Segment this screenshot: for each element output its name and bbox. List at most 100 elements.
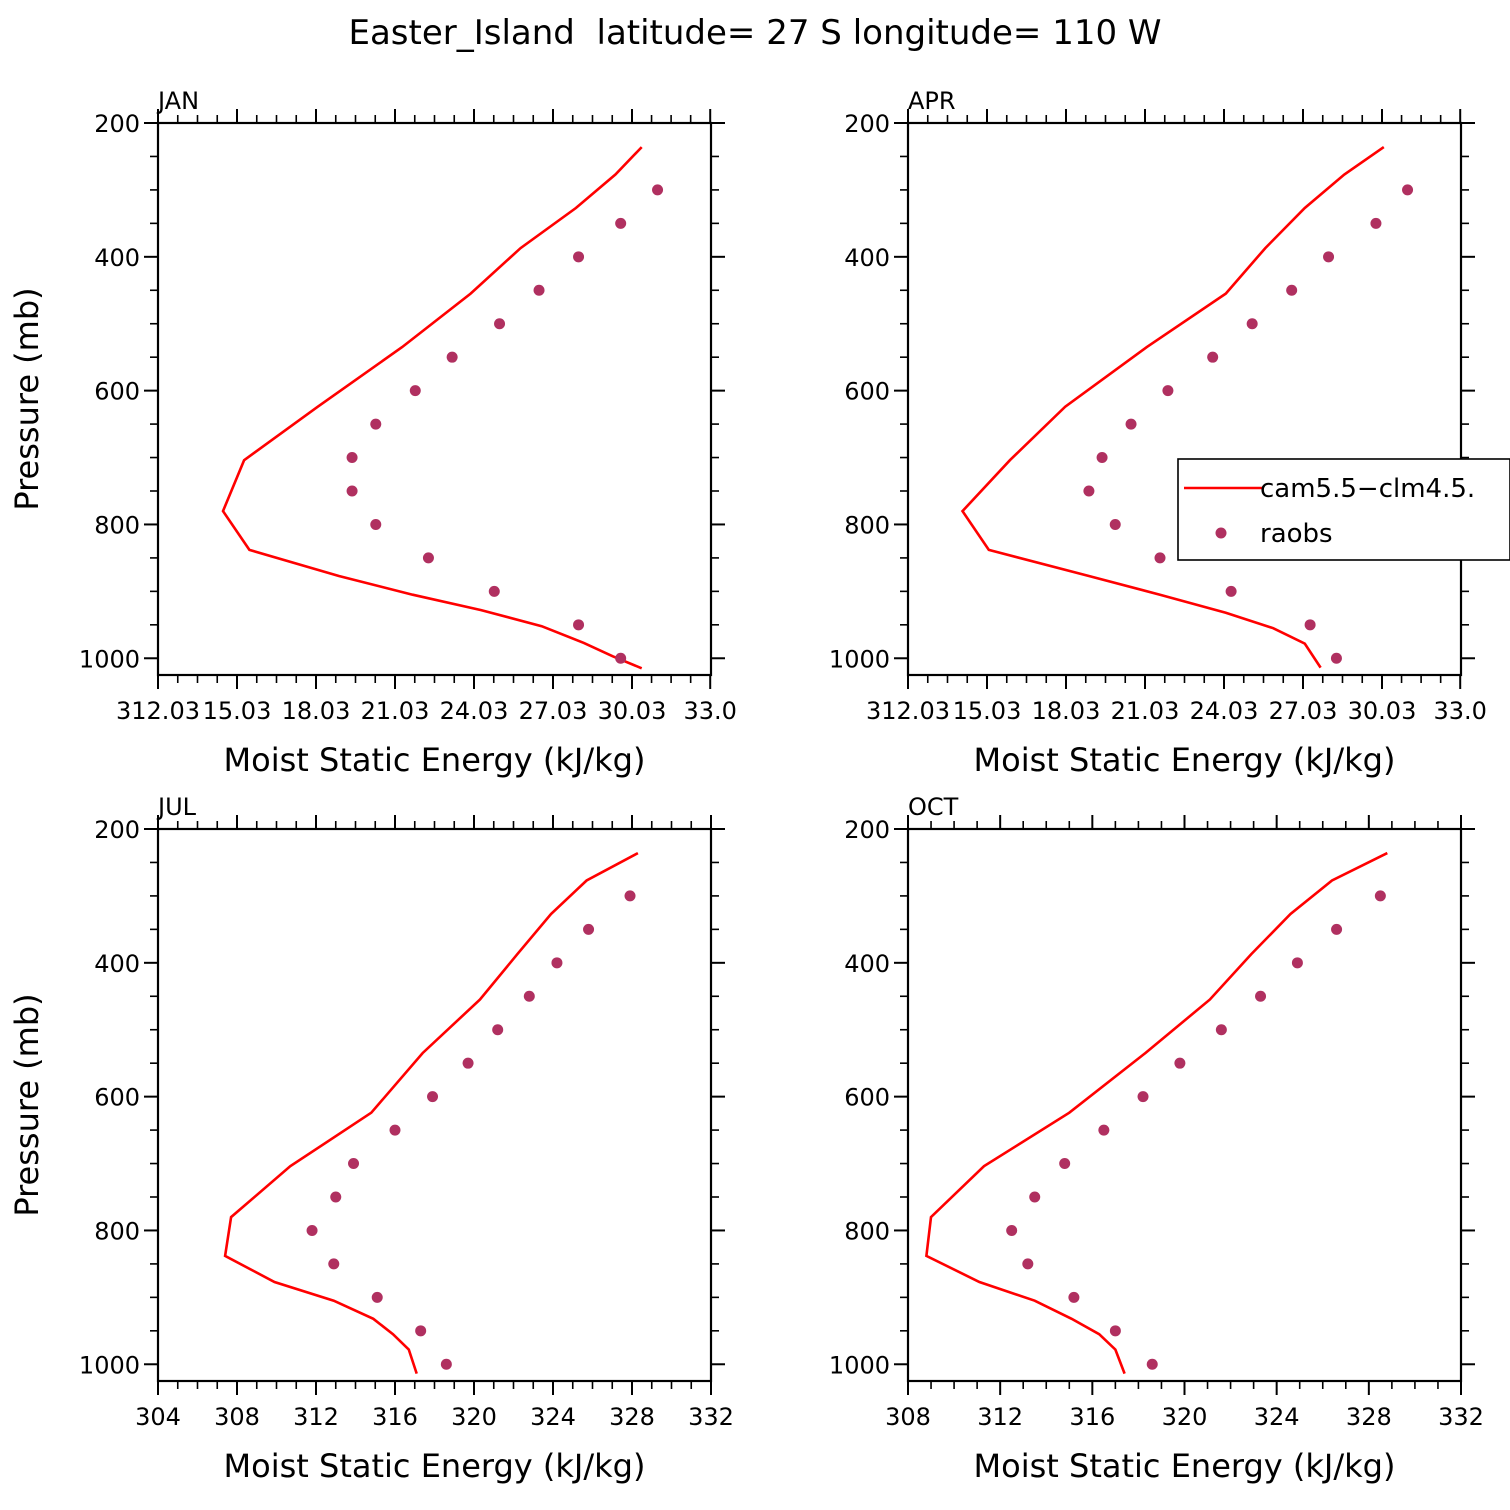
obs-point	[389, 1124, 401, 1136]
obs-point	[1068, 1291, 1080, 1303]
y-tick-label: 1000	[79, 1351, 140, 1379]
obs-point	[328, 1258, 340, 1270]
y-tick-label: 1000	[829, 1351, 890, 1379]
obs-point	[1370, 217, 1382, 229]
y-tick-label: 200	[844, 110, 890, 138]
plot-frame	[156, 121, 713, 677]
x-tick-label: 18.03	[282, 697, 351, 725]
x-tick-label: 324	[530, 1403, 576, 1431]
y-tick-label: 600	[844, 378, 890, 406]
obs-point	[1174, 1057, 1186, 1069]
obs-point	[1137, 1091, 1149, 1103]
x-axis-title: Moist Static Energy (kJ/kg)	[974, 1447, 1396, 1485]
obs-point	[1162, 385, 1174, 397]
obs-point	[1402, 184, 1414, 196]
y-tick-label: 200	[94, 816, 140, 844]
y-tick-label: 800	[94, 1217, 140, 1245]
x-tick-label: 21.03	[1111, 697, 1180, 725]
plot-frame	[156, 827, 713, 1383]
obs-point	[492, 1024, 504, 1036]
y-tick-label: 600	[94, 1084, 140, 1112]
obs-point	[306, 1224, 318, 1236]
obs-point	[1059, 1158, 1071, 1170]
y-axis-title: Pressure (mb)	[8, 993, 46, 1216]
x-tick-label: 316	[372, 1403, 418, 1431]
x-axis-title: Moist Static Energy (kJ/kg)	[974, 741, 1396, 779]
obs-point	[409, 385, 421, 397]
obs-point	[652, 184, 664, 196]
panel-apr: APR 312.03 15.03 18.03 21.03 24.03 27.03 30.03 3…	[829, 87, 1487, 779]
y-tick-label: 800	[94, 511, 140, 539]
x-tick-label: 15.03	[953, 697, 1022, 725]
x-tick-label: 320	[1162, 1403, 1208, 1431]
legend-label-obs: raobs	[1260, 519, 1333, 549]
x-tick-label: 18.03	[1032, 697, 1101, 725]
panel-oct: OCT 308 312 316 320 324 328 332 200 400 600 800 1000…	[829, 793, 1484, 1485]
y-tick-label: 800	[844, 1217, 890, 1245]
obs-point	[488, 585, 500, 597]
obs-point	[1374, 890, 1386, 902]
obs-point	[1291, 957, 1303, 969]
x-tick-label: 27.03	[519, 697, 588, 725]
x-tick-label: 324	[1254, 1403, 1300, 1431]
obs-point	[624, 890, 636, 902]
x-tick-label: 24.03	[440, 697, 509, 725]
obs-point	[1146, 1358, 1158, 1370]
obs-point	[1154, 552, 1166, 564]
obs-point	[1109, 518, 1121, 530]
obs-point	[346, 452, 358, 464]
legend: cam5.5−clm4.5. raobs	[1177, 458, 1510, 561]
panel-label: APR	[908, 87, 956, 115]
x-tick-label: 33.0	[683, 697, 736, 725]
obs-point	[1083, 485, 1095, 497]
x-tick-label: 328	[609, 1403, 655, 1431]
obs-point	[1246, 318, 1258, 330]
y-tick-label: 200	[94, 110, 140, 138]
model-line	[925, 851, 1388, 1375]
x-tick-label: 312.03	[866, 697, 950, 725]
y-tick-label: 400	[844, 244, 890, 272]
model-line	[223, 851, 639, 1375]
panel-label: JAN	[156, 87, 199, 115]
x-tick-label: 24.03	[1190, 697, 1259, 725]
x-tick-label: 308	[885, 1403, 931, 1431]
obs-point	[371, 1291, 383, 1303]
x-tick-label: 33.0	[1433, 697, 1486, 725]
x-tick-label: 30.03	[1348, 697, 1417, 725]
obs-point	[1225, 585, 1237, 597]
x-tick-label: 304	[135, 1403, 181, 1431]
obs-point	[440, 1358, 452, 1370]
obs-point	[370, 418, 382, 430]
y-tick-label: 600	[844, 1084, 890, 1112]
obs-point	[1006, 1224, 1018, 1236]
obs-point	[346, 485, 358, 497]
y-tick-label: 600	[94, 378, 140, 406]
x-axis-title: Moist Static Energy (kJ/kg)	[224, 741, 646, 779]
x-tick-label: 332	[1438, 1403, 1484, 1431]
obs-point	[523, 990, 535, 1002]
legend-label-model: cam5.5−clm4.5.	[1260, 474, 1475, 504]
obs-point	[1109, 1325, 1121, 1337]
obs-point	[370, 518, 382, 530]
obs-point	[494, 318, 506, 330]
obs-point	[1331, 923, 1343, 935]
panel-label: JUL	[156, 793, 197, 821]
x-tick-label: 328	[1346, 1403, 1392, 1431]
obs-point	[1330, 652, 1342, 664]
x-tick-label: 312	[293, 1403, 339, 1431]
obs-point	[446, 351, 458, 363]
legend-box	[1177, 458, 1510, 561]
obs-point	[1029, 1191, 1041, 1203]
x-tick-label: 332	[688, 1403, 734, 1431]
obs-point	[1207, 351, 1219, 363]
x-tick-label: 15.03	[203, 697, 272, 725]
y-tick-label: 1000	[829, 645, 890, 673]
y-tick-label: 400	[844, 950, 890, 978]
obs-point	[1022, 1258, 1034, 1270]
y-axis-title: Pressure (mb)	[8, 287, 46, 510]
model-line	[221, 146, 643, 670]
panel-label: OCT	[908, 793, 959, 821]
obs-point	[1096, 452, 1108, 464]
